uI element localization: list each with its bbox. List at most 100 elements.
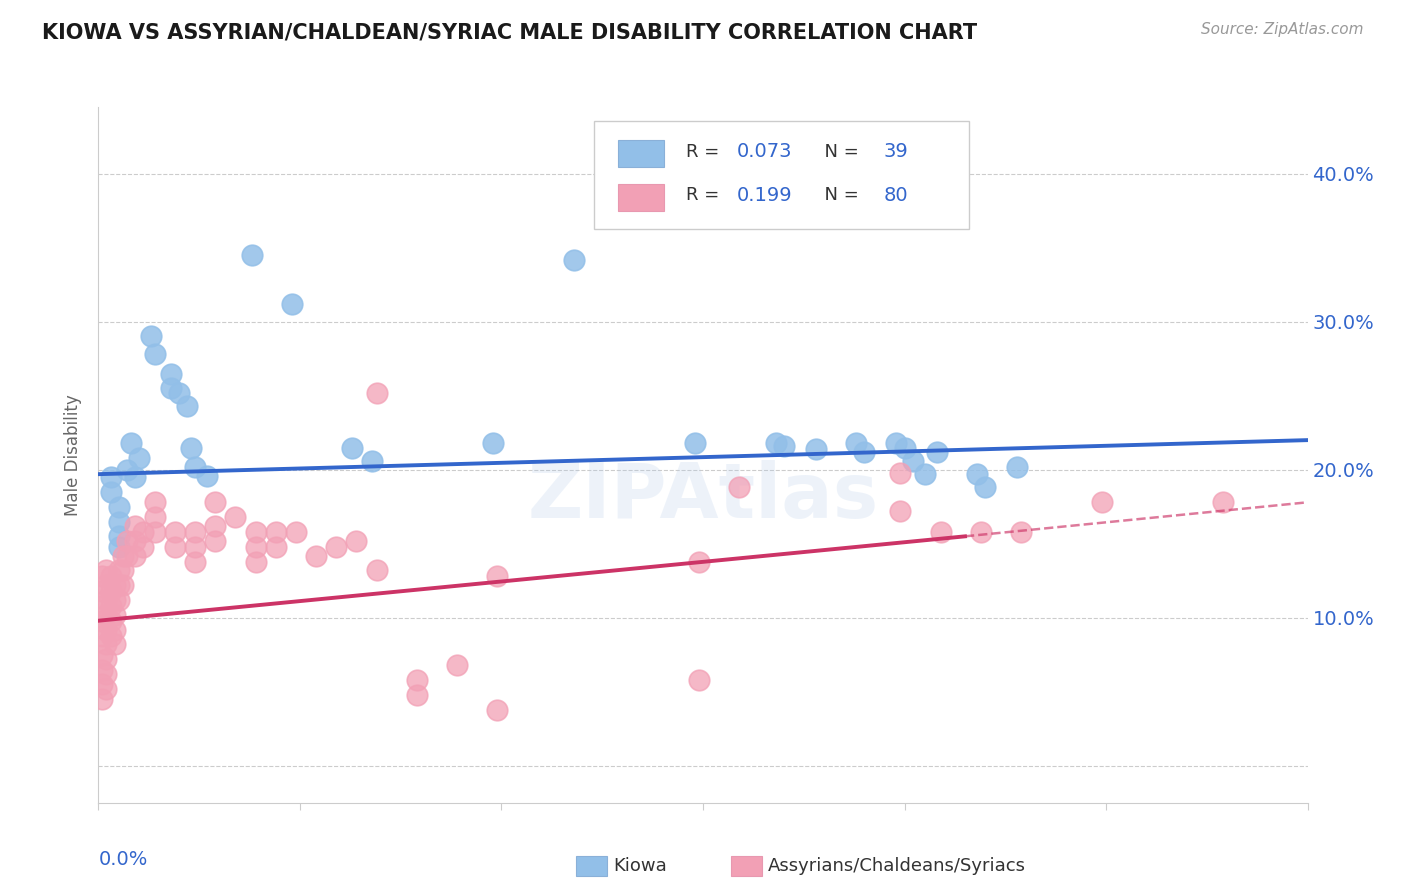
- Point: [804, 442, 827, 456]
- Point: [124, 549, 146, 563]
- Point: [107, 515, 129, 529]
- Point: [111, 549, 134, 563]
- Point: [91, 614, 114, 628]
- Point: [100, 569, 122, 583]
- Bar: [619, 140, 664, 167]
- Point: [143, 524, 166, 539]
- Point: [901, 454, 924, 468]
- Point: [361, 454, 384, 468]
- Point: [688, 554, 710, 568]
- Point: [974, 481, 997, 495]
- Point: [91, 628, 114, 642]
- Point: [966, 467, 988, 482]
- Point: [366, 385, 388, 400]
- Point: [845, 436, 868, 450]
- Text: R =: R =: [686, 186, 725, 204]
- Point: [325, 540, 347, 554]
- Point: [184, 554, 207, 568]
- Point: [240, 248, 263, 262]
- Text: ZIPAtlas: ZIPAtlas: [527, 459, 879, 533]
- Point: [925, 445, 948, 459]
- Point: [143, 510, 166, 524]
- Point: [100, 599, 122, 613]
- Point: [889, 466, 911, 480]
- Point: [91, 569, 114, 583]
- Point: [120, 436, 142, 450]
- Point: [107, 529, 129, 543]
- Point: [683, 436, 706, 450]
- Point: [91, 648, 114, 662]
- Point: [204, 519, 226, 533]
- Point: [100, 470, 122, 484]
- Point: [482, 436, 505, 450]
- Point: [143, 347, 166, 361]
- Point: [103, 623, 125, 637]
- Point: [305, 549, 328, 563]
- Text: 0.073: 0.073: [737, 142, 793, 161]
- Point: [91, 599, 114, 613]
- Point: [100, 628, 122, 642]
- Point: [100, 614, 122, 628]
- Point: [344, 533, 367, 548]
- Point: [132, 540, 155, 554]
- Point: [91, 677, 114, 691]
- Point: [103, 607, 125, 622]
- Point: [264, 524, 287, 539]
- Point: [124, 519, 146, 533]
- Point: [853, 445, 876, 459]
- Text: 80: 80: [883, 186, 908, 205]
- FancyBboxPatch shape: [595, 121, 969, 229]
- Point: [342, 441, 364, 455]
- Point: [893, 441, 915, 455]
- Point: [103, 637, 125, 651]
- Point: [143, 495, 166, 509]
- Point: [115, 463, 138, 477]
- Point: [91, 692, 114, 706]
- Point: [107, 540, 129, 554]
- Point: [562, 252, 585, 267]
- Point: [160, 381, 183, 395]
- Point: [124, 470, 146, 484]
- Point: [96, 607, 118, 622]
- Point: [765, 436, 787, 450]
- Point: [96, 578, 118, 592]
- Point: [281, 297, 304, 311]
- Point: [1212, 495, 1234, 509]
- Point: [176, 399, 198, 413]
- Point: [405, 673, 427, 687]
- Point: [107, 593, 129, 607]
- Point: [245, 540, 267, 554]
- Point: [103, 593, 125, 607]
- Point: [167, 385, 190, 400]
- Point: [107, 500, 129, 514]
- Point: [728, 481, 751, 495]
- Point: [111, 563, 134, 577]
- Point: [1091, 495, 1114, 509]
- Point: [96, 637, 118, 651]
- Point: [446, 658, 468, 673]
- Point: [103, 578, 125, 592]
- Point: [180, 441, 202, 455]
- Text: Source: ZipAtlas.com: Source: ZipAtlas.com: [1201, 22, 1364, 37]
- Point: [100, 584, 122, 599]
- Point: [486, 569, 509, 583]
- Point: [128, 450, 150, 465]
- Point: [772, 439, 794, 453]
- Point: [929, 524, 952, 539]
- Point: [405, 688, 427, 702]
- Point: [96, 623, 118, 637]
- Point: [284, 524, 307, 539]
- Point: [96, 681, 118, 696]
- Y-axis label: Male Disability: Male Disability: [65, 394, 83, 516]
- Point: [100, 484, 122, 499]
- Point: [115, 533, 138, 548]
- Point: [111, 578, 134, 592]
- Point: [115, 549, 138, 563]
- Point: [195, 468, 218, 483]
- Point: [107, 563, 129, 577]
- Text: 39: 39: [883, 142, 908, 161]
- Point: [970, 524, 993, 539]
- Point: [96, 563, 118, 577]
- Point: [160, 367, 183, 381]
- Point: [204, 495, 226, 509]
